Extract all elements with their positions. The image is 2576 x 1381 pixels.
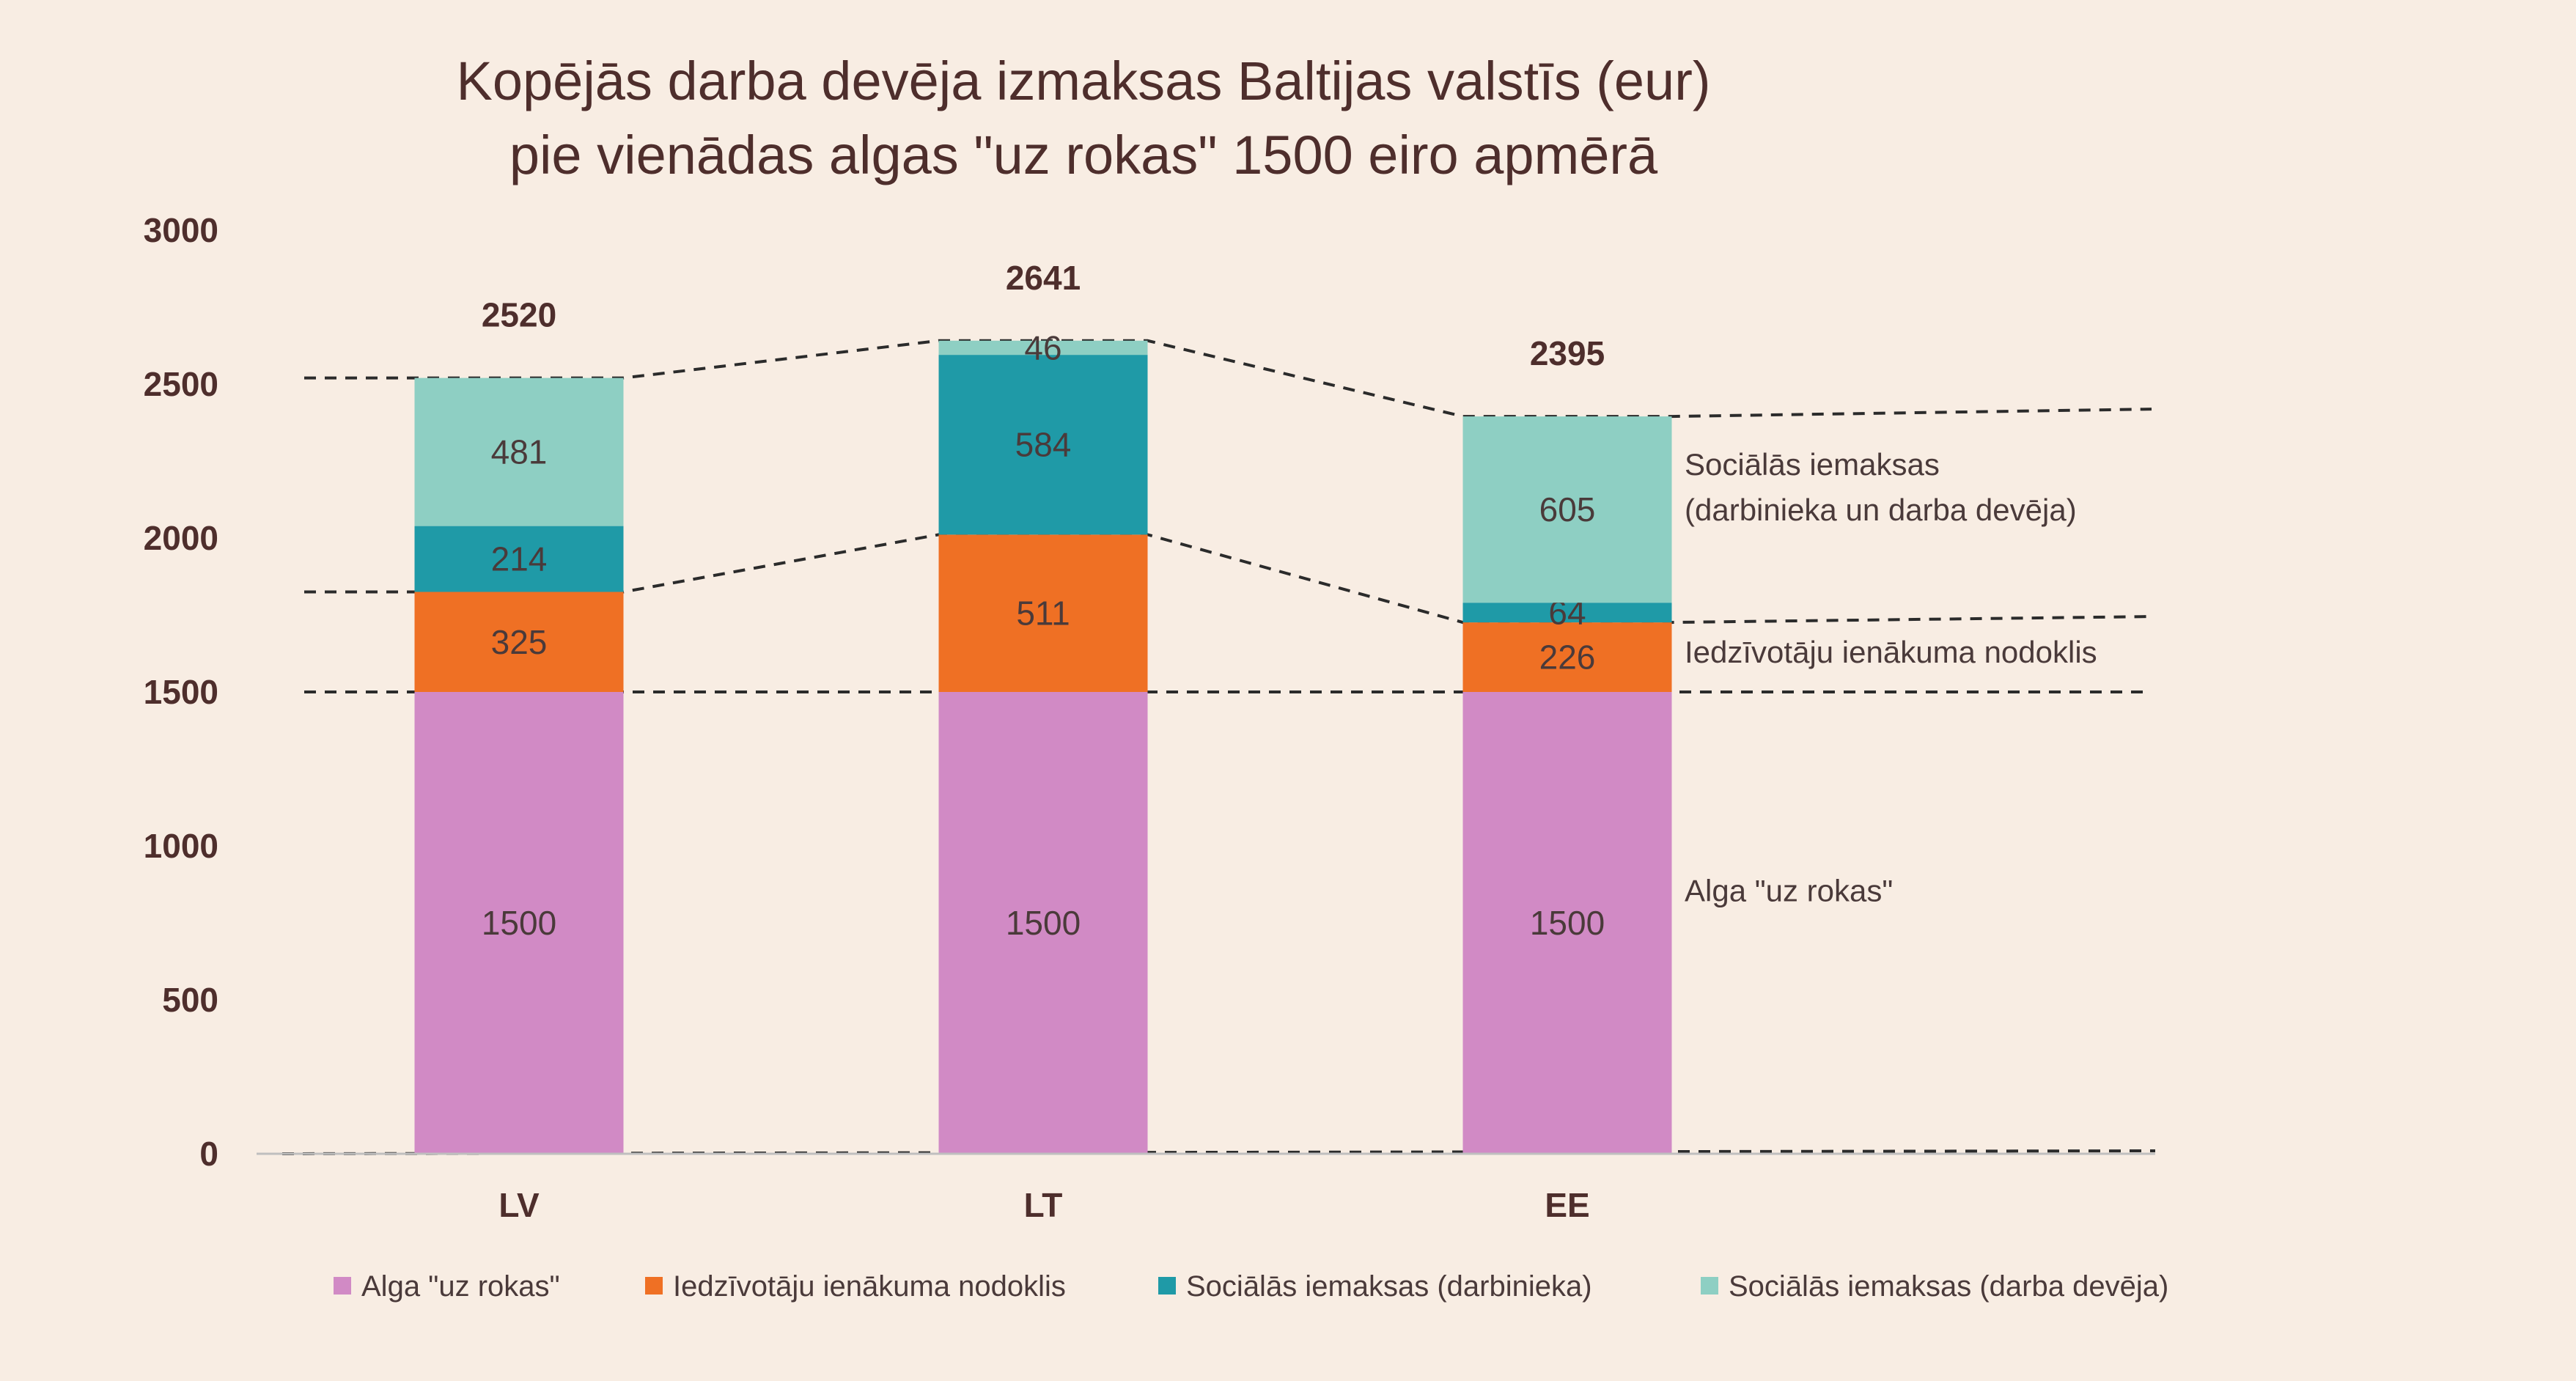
segment-value-label: 214 bbox=[491, 540, 548, 578]
y-axis: 0 500 1000 1500 2000 2500 3000 bbox=[144, 211, 218, 1173]
y-tick-label: 1000 bbox=[144, 827, 218, 865]
legend-item: Sociālās iemaksas (darbinieka) bbox=[1158, 1270, 1592, 1303]
legend-item: Alga "uz rokas" bbox=[334, 1270, 560, 1303]
bar-stack-lv: 1500 325 214 481 2520 bbox=[414, 296, 624, 1154]
segment-value-label: 481 bbox=[491, 433, 548, 471]
bar-segment bbox=[938, 692, 1148, 1154]
y-tick-label: 2000 bbox=[144, 519, 218, 557]
chart-title-line-1: Kopējās darba devēja izmaksas Baltijas v… bbox=[457, 51, 1711, 111]
y-tick-label: 500 bbox=[162, 981, 218, 1019]
annotation-label: (darbinieka un darba devēja) bbox=[1685, 493, 2077, 527]
legend: Alga "uz rokas" Iedzīvotāju ienākuma nodo… bbox=[334, 1270, 2168, 1303]
annotation-label: Iedzīvotāju ienākuma nodoklis bbox=[1685, 635, 2097, 669]
bar-segment bbox=[938, 340, 1148, 356]
x-tick-label: LT bbox=[1024, 1186, 1063, 1224]
legend-label: Alga "uz rokas" bbox=[361, 1270, 560, 1303]
bar-stack-lt: 1500 511 584 46 2641 bbox=[938, 259, 1148, 1154]
legend-swatch bbox=[334, 1277, 351, 1295]
legend-item: Sociālās iemaksas (darba devēja) bbox=[1701, 1270, 2168, 1303]
segment-value-label: 325 bbox=[491, 623, 548, 661]
annotation-label: Sociālās iemaksas bbox=[1685, 447, 1940, 482]
legend-label: Sociālās iemaksas (darbinieka) bbox=[1186, 1270, 1592, 1303]
y-tick-label: 1500 bbox=[144, 673, 218, 711]
bar-segment bbox=[1462, 692, 1672, 1154]
y-tick-label: 2500 bbox=[144, 365, 218, 403]
y-tick-label: 0 bbox=[199, 1135, 218, 1173]
legend-label: Iedzīvotāju ienākuma nodoklis bbox=[673, 1270, 1066, 1303]
bar-segment bbox=[414, 692, 624, 1154]
segment-value-label: 46 bbox=[1024, 328, 1061, 367]
x-tick-label: EE bbox=[1545, 1186, 1589, 1224]
x-axis: LV LT EE bbox=[257, 1152, 2155, 1224]
legend-swatch bbox=[645, 1277, 663, 1295]
bar-segment bbox=[1462, 603, 1672, 623]
chart-title: Kopējās darba devēja izmaksas Baltijas v… bbox=[457, 51, 1711, 185]
bar-segment bbox=[414, 378, 624, 526]
legend-label: Sociālās iemaksas (darba devēja) bbox=[1729, 1270, 2168, 1303]
x-tick-label: LV bbox=[498, 1186, 540, 1224]
bar-segment bbox=[1462, 622, 1672, 692]
annotation-label: Alga "uz rokas" bbox=[1685, 874, 1893, 908]
segment-value-label: 226 bbox=[1539, 638, 1596, 677]
bar-segment bbox=[1462, 416, 1672, 603]
annotations: Sociālās iemaksas (darbinieka un darba de… bbox=[1685, 447, 2097, 908]
bars: 1500 325 214 481 2520 1500 511 584 46 2641 1500 226… bbox=[414, 259, 1672, 1154]
segment-value-label: 1500 bbox=[482, 904, 556, 942]
segment-value-label: 605 bbox=[1539, 490, 1596, 529]
segment-value-label: 584 bbox=[1015, 426, 1072, 464]
segment-value-label: 1500 bbox=[1006, 904, 1081, 942]
bar-segment bbox=[938, 534, 1148, 692]
segment-value-label: 511 bbox=[1016, 594, 1070, 633]
total-value-label: 2520 bbox=[482, 296, 556, 334]
chart-title-line-2: pie vienādas algas "uz rokas" 1500 eiro … bbox=[509, 125, 1658, 185]
y-tick-label: 3000 bbox=[144, 211, 218, 249]
legend-swatch bbox=[1158, 1277, 1176, 1295]
legend-swatch bbox=[1701, 1277, 1718, 1295]
legend-item: Iedzīvotāju ienākuma nodoklis bbox=[645, 1270, 1066, 1303]
total-value-label: 2641 bbox=[1006, 259, 1081, 297]
bar-segment bbox=[414, 526, 624, 592]
segment-value-label: 1500 bbox=[1530, 904, 1605, 942]
total-value-label: 2395 bbox=[1530, 334, 1605, 372]
bar-segment bbox=[414, 592, 624, 692]
bar-segment bbox=[938, 355, 1148, 535]
